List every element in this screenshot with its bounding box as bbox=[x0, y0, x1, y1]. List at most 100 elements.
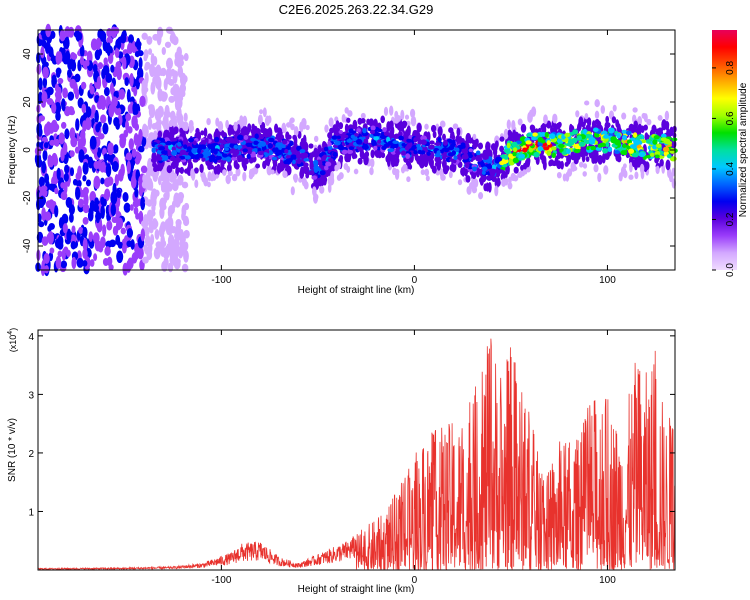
y-tick-label: 0 bbox=[22, 147, 33, 153]
heatmap-cell bbox=[622, 143, 627, 149]
heatmap-cell bbox=[291, 159, 296, 165]
heatmap-cell bbox=[128, 138, 135, 151]
heatmap-cell bbox=[132, 199, 140, 208]
x-tick-label: 0 bbox=[412, 275, 418, 286]
heatmap-cell bbox=[664, 110, 670, 121]
heatmap-cell bbox=[437, 159, 442, 166]
heatmap-cell bbox=[483, 183, 488, 192]
heatmap-cell bbox=[158, 146, 166, 151]
heatmap-cell bbox=[300, 166, 305, 175]
heatmap-cell bbox=[164, 41, 172, 48]
heatmap-cell bbox=[508, 153, 513, 159]
heatmap-cell bbox=[377, 139, 382, 144]
heatmap-cell bbox=[597, 172, 602, 183]
heatmap-cell bbox=[512, 174, 519, 182]
heatmap-cell bbox=[160, 234, 166, 248]
heatmap-cell bbox=[266, 165, 272, 176]
heatmap-cell bbox=[169, 128, 175, 135]
heatmap-cell bbox=[275, 142, 283, 148]
heatmap-cell bbox=[611, 116, 617, 124]
heatmap-cell bbox=[74, 146, 80, 154]
heatmap-cell bbox=[572, 166, 578, 172]
heatmap-cell bbox=[249, 153, 256, 158]
heatmap-cell bbox=[169, 156, 176, 162]
heatmap-cell bbox=[151, 218, 158, 230]
heatmap-cell bbox=[533, 151, 540, 158]
heatmap-cell bbox=[665, 140, 673, 145]
heatmap-cell bbox=[530, 124, 536, 135]
heatmap-cell bbox=[517, 118, 523, 126]
heatmap-cell bbox=[506, 119, 511, 130]
heatmap-cell bbox=[504, 177, 509, 186]
heatmap-cell bbox=[114, 174, 119, 186]
heatmap-cell bbox=[370, 149, 375, 159]
heatmap-cell bbox=[150, 81, 156, 95]
heatmap-cell bbox=[206, 117, 211, 126]
heatmap-cell bbox=[282, 126, 287, 133]
heatmap-cell bbox=[96, 76, 102, 90]
heatmap-cell bbox=[644, 132, 649, 142]
heatmap-cell bbox=[177, 174, 184, 186]
heatmap-cell bbox=[172, 248, 179, 261]
heatmap-cell bbox=[420, 150, 426, 155]
heatmap-cell bbox=[654, 157, 659, 164]
heatmap-cell bbox=[168, 95, 176, 103]
heatmap-cell bbox=[146, 35, 153, 45]
heatmap-cell bbox=[162, 155, 169, 162]
heatmap-cell bbox=[487, 163, 492, 168]
heatmap-cell bbox=[373, 135, 380, 141]
heatmap-cell bbox=[309, 170, 315, 175]
heatmap-cell bbox=[387, 121, 392, 127]
heatmap-cell bbox=[461, 153, 469, 160]
heatmap-cell bbox=[408, 164, 413, 170]
heatmap-cell bbox=[582, 128, 588, 134]
heatmap-cell bbox=[78, 149, 85, 163]
heatmap-cell bbox=[52, 170, 58, 185]
heatmap-cell bbox=[247, 123, 252, 133]
snr-plot-area bbox=[38, 330, 675, 570]
heatmap-cell bbox=[79, 44, 85, 58]
heatmap-cell bbox=[97, 121, 102, 128]
heatmap-cell bbox=[165, 67, 172, 81]
heatmap-cell bbox=[174, 157, 182, 163]
heatmap-cell bbox=[369, 129, 376, 135]
heatmap-cell bbox=[144, 64, 149, 71]
colorbar-tick-label: 0.4 bbox=[725, 162, 736, 176]
heatmap-cell bbox=[60, 191, 68, 201]
heatmap-cell bbox=[348, 146, 355, 151]
heatmap-cell bbox=[150, 233, 155, 245]
heatmap-cell bbox=[655, 143, 662, 148]
heatmap-cell bbox=[143, 54, 148, 62]
heatmap-cell bbox=[242, 171, 247, 182]
heatmap-cell bbox=[47, 225, 52, 232]
heatmap-cell bbox=[136, 66, 144, 81]
heatmap-cell bbox=[646, 118, 652, 126]
heatmap-cell bbox=[133, 206, 139, 215]
heatmap-cell bbox=[450, 130, 455, 139]
heatmap-cell bbox=[356, 138, 363, 145]
heatmap-cell bbox=[166, 110, 171, 118]
heatmap-cell bbox=[161, 197, 168, 205]
heatmap-cell bbox=[54, 91, 60, 99]
heatmap-cell bbox=[231, 173, 238, 182]
heatmap-cell bbox=[305, 124, 310, 131]
heatmap-cell bbox=[442, 164, 449, 175]
heatmap-cell bbox=[511, 120, 516, 131]
heatmap-cell bbox=[48, 46, 54, 58]
heatmap-cell bbox=[73, 82, 78, 95]
heatmap-cell bbox=[628, 148, 635, 154]
heatmap-cell bbox=[507, 182, 513, 190]
heatmap-cell bbox=[176, 46, 182, 58]
heatmap-cell bbox=[116, 250, 124, 264]
heatmap-cell bbox=[113, 116, 120, 127]
heatmap-cell bbox=[584, 113, 589, 120]
heatmap-cell bbox=[102, 122, 109, 135]
heatmap-cell bbox=[48, 199, 55, 210]
heatmap-cell bbox=[177, 88, 184, 98]
heatmap-cell bbox=[57, 77, 64, 85]
heatmap-cell bbox=[661, 164, 666, 174]
heatmap-cell bbox=[497, 169, 504, 174]
heatmap-cell bbox=[525, 140, 532, 145]
heatmap-cell bbox=[105, 163, 112, 178]
heatmap-cell bbox=[370, 125, 376, 131]
